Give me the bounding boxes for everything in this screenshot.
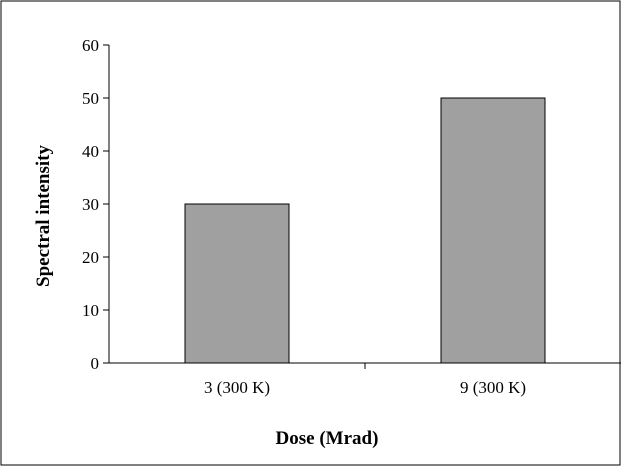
y-tick-label: 10 <box>82 301 99 320</box>
y-tick-label: 50 <box>82 89 99 108</box>
y-tick-label: 40 <box>82 142 99 161</box>
x-tick-label: 9 (300 K) <box>460 378 526 397</box>
bar <box>440 97 546 364</box>
x-tick-label: 3 (300 K) <box>204 378 270 397</box>
y-tick-label: 0 <box>91 354 100 373</box>
plot-area: 0 10 20 30 40 50 60 3 (300 K) 9 (300 K) <box>82 36 621 397</box>
y-tick-label: 20 <box>82 248 99 267</box>
bar <box>184 203 290 364</box>
x-axis-title: Dose (Mrad) <box>276 428 379 449</box>
y-tick-label: 60 <box>82 36 99 55</box>
y-tick-label: 30 <box>82 195 99 214</box>
y-axis-title: Spectral intensity <box>33 145 54 287</box>
